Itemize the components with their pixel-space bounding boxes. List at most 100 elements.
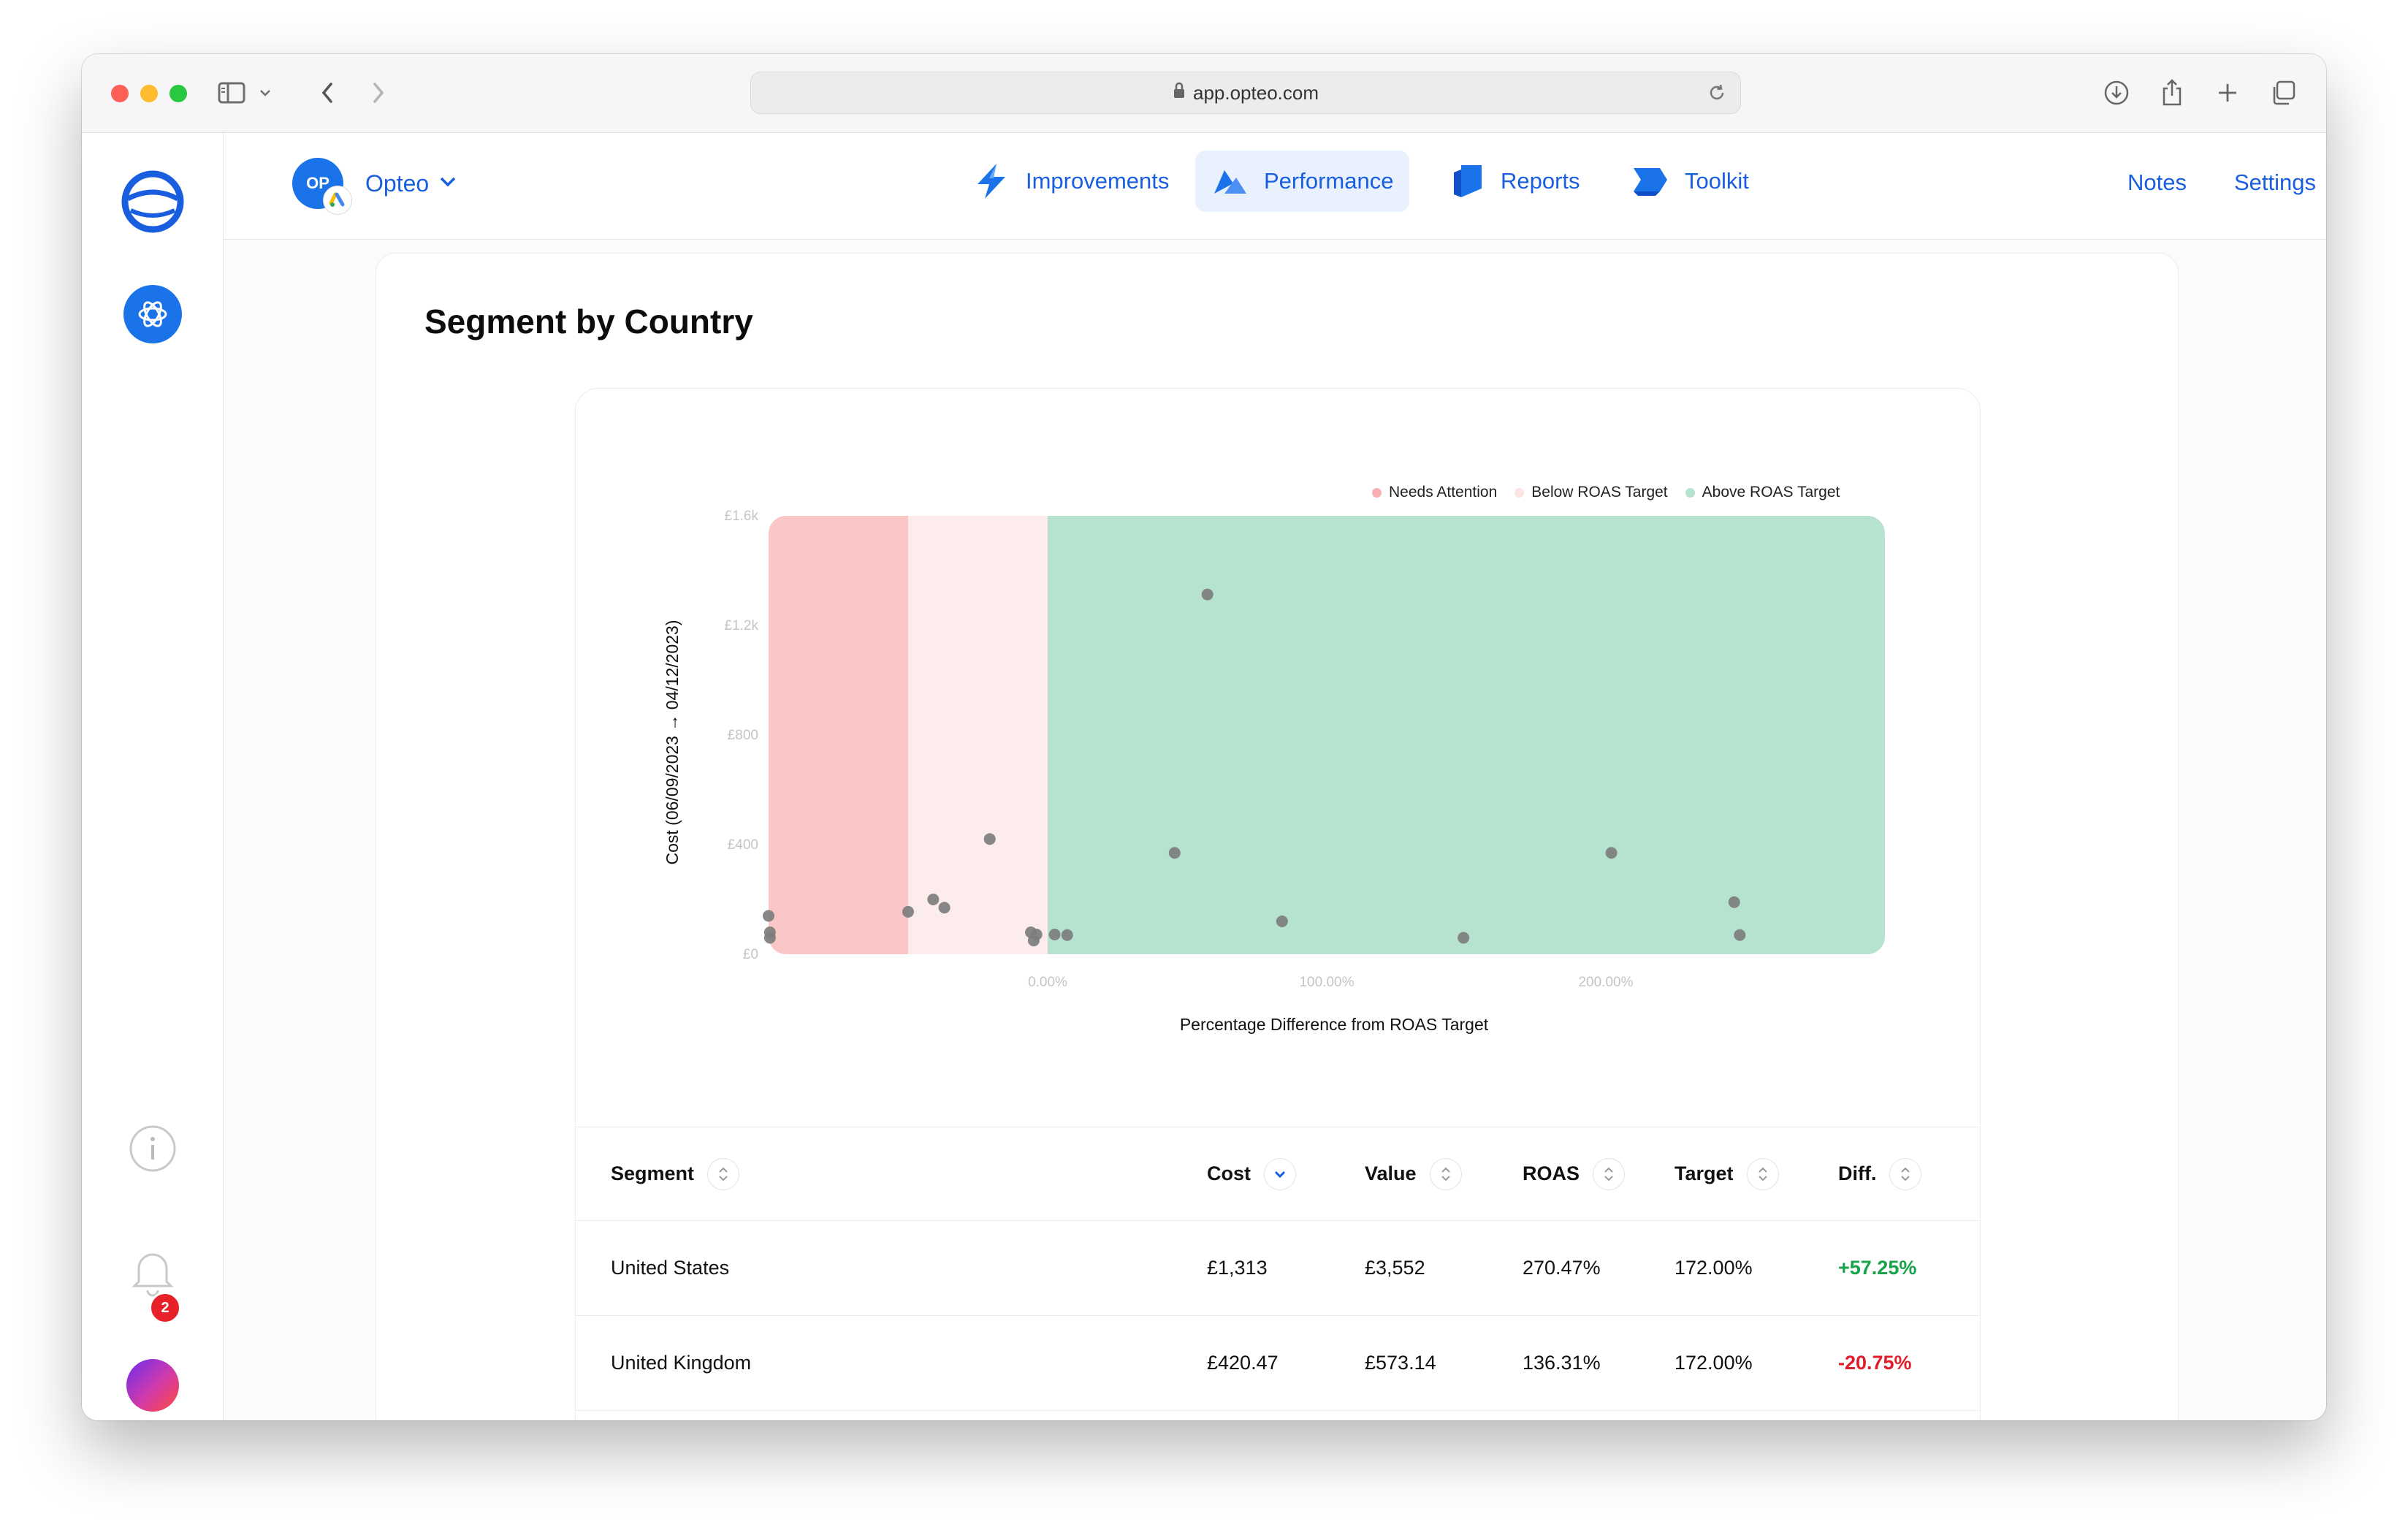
table-row[interactable]: United Kingdom £420.47 £573.14 136.31% 1… xyxy=(576,1315,1980,1410)
chevron-down-icon xyxy=(439,176,457,191)
zoom-window-button[interactable] xyxy=(169,85,187,102)
tab-overview-icon[interactable] xyxy=(2265,75,2301,111)
notes-link[interactable]: Notes xyxy=(2127,170,2187,195)
data-point xyxy=(1734,929,1746,941)
x-tick-label: 100.00% xyxy=(1299,975,1354,990)
y-axis-title: Cost (06/09/2023 → 04/12/2023) xyxy=(663,620,682,864)
zone-above-roas-target xyxy=(1048,516,1885,954)
lock-icon xyxy=(1173,82,1186,104)
sort-icon[interactable] xyxy=(1746,1157,1779,1190)
chart-panel: £0 £400 £800 £1.2k £1.6k 0.00% 100.00% 200.00% P… xyxy=(575,388,1981,1420)
data-point xyxy=(1276,916,1288,927)
tab-improvements[interactable]: Improvements xyxy=(956,151,1185,212)
cell-value: £573.14 xyxy=(1365,1352,1436,1374)
cell-target: 172.00% xyxy=(1674,1352,1753,1374)
back-arrow-icon[interactable] xyxy=(313,75,342,111)
y-tick-label: £0 xyxy=(743,947,758,962)
sort-icon[interactable] xyxy=(1889,1157,1922,1190)
ai-assistant-icon[interactable] xyxy=(121,282,185,346)
data-point xyxy=(1061,929,1073,941)
column-header-target[interactable]: Target xyxy=(1674,1127,1779,1220)
minimize-window-button[interactable] xyxy=(140,85,158,102)
sort-icon[interactable] xyxy=(1593,1157,1626,1190)
column-header-segment[interactable]: Segment xyxy=(611,1127,740,1220)
address-bar[interactable]: app.opteo.com xyxy=(750,72,1741,114)
performance-chart-icon xyxy=(1211,164,1249,198)
tab-toolkit[interactable]: Toolkit xyxy=(1615,151,1765,212)
cell-roas: 270.47% xyxy=(1523,1257,1601,1279)
bell-icon[interactable] xyxy=(121,1239,185,1303)
opteo-logo-icon[interactable] xyxy=(121,170,185,234)
tab-toolkit-label: Toolkit xyxy=(1685,168,1749,194)
column-header-cost[interactable]: Cost xyxy=(1207,1127,1296,1220)
tab-performance[interactable]: Performance xyxy=(1195,151,1410,212)
user-avatar[interactable] xyxy=(121,1353,185,1417)
lightning-icon xyxy=(972,162,1011,200)
browser-window: app.opteo.com xyxy=(82,54,2326,1420)
account-initials: OP xyxy=(306,174,329,192)
reload-icon[interactable] xyxy=(1707,83,1727,108)
data-point xyxy=(938,902,950,914)
data-point xyxy=(927,894,940,905)
scatter-chart: £0 £400 £800 £1.2k £1.6k 0.00% 100.00% 200.00% P… xyxy=(663,509,1885,1034)
cell-cost: £420.47 xyxy=(1207,1352,1279,1374)
chart-legend: Needs Attention Below ROAS Target Above … xyxy=(1372,484,1840,501)
column-header-value[interactable]: Value xyxy=(1365,1127,1462,1220)
notification-count-badge: 2 xyxy=(149,1292,181,1324)
y-tick-label: £1.2k xyxy=(725,618,759,633)
zone-below-roas-target xyxy=(908,516,1048,954)
column-header-roas[interactable]: ROAS xyxy=(1523,1127,1626,1220)
data-point xyxy=(1048,929,1061,940)
share-icon[interactable] xyxy=(2154,75,2190,111)
y-tick-label: £1.6k xyxy=(725,509,759,524)
column-label: Segment xyxy=(611,1162,695,1184)
data-point xyxy=(1168,847,1181,859)
segment-card: Segment by Country £0 £400 £800 £1.2k £1.6k 0… xyxy=(376,253,2179,1420)
y-tick-label: £400 xyxy=(728,837,758,853)
cell-value: £3,552 xyxy=(1365,1257,1425,1279)
account-switcher[interactable]: OP Opteo xyxy=(292,158,457,215)
plot-zones xyxy=(769,516,1885,954)
forward-arrow-icon[interactable] xyxy=(364,75,393,111)
main-content: Segment by Country £0 £400 £800 £1.2k £1.6k 0… xyxy=(224,240,2326,1420)
table-row[interactable]: United States £1,313 £3,552 270.47% 172.… xyxy=(576,1220,1980,1315)
legend-below-target-dot xyxy=(1514,487,1525,498)
x-axis-title: Percentage Difference from ROAS Target xyxy=(1180,1015,1489,1034)
tab-reports[interactable]: Reports xyxy=(1435,151,1596,212)
info-icon[interactable] xyxy=(121,1116,185,1181)
sort-icon[interactable] xyxy=(707,1157,740,1190)
legend-below-target: Below ROAS Target xyxy=(1531,484,1668,501)
segment-table: Segment Cost Value ROAS xyxy=(576,1127,1980,1420)
left-rail: 2 xyxy=(82,133,224,1420)
legend-needs-attention: Needs Attention xyxy=(1389,484,1498,501)
url-text: app.opteo.com xyxy=(1192,81,1319,104)
settings-link[interactable]: Settings xyxy=(2234,170,2317,195)
sort-descending-icon[interactable] xyxy=(1264,1157,1296,1190)
data-point xyxy=(763,932,776,944)
x-tick-label: 0.00% xyxy=(1028,975,1067,990)
sidebar-toggle-icon[interactable] xyxy=(213,75,250,111)
cell-roas: 136.31% xyxy=(1523,1352,1601,1374)
cell-cost: £1,313 xyxy=(1207,1257,1268,1279)
toolkit-icon xyxy=(1631,165,1670,197)
column-label: Cost xyxy=(1207,1162,1251,1184)
column-label: ROAS xyxy=(1523,1162,1580,1184)
new-tab-icon[interactable] xyxy=(2209,75,2246,111)
data-point xyxy=(1458,932,1470,944)
reports-icon xyxy=(1451,162,1486,200)
tab-reports-label: Reports xyxy=(1501,168,1580,194)
google-ads-icon xyxy=(323,186,352,215)
cell-diff: +57.25% xyxy=(1838,1257,1917,1279)
data-point xyxy=(1201,588,1213,601)
browser-toolbar: app.opteo.com xyxy=(82,54,2326,133)
sort-icon[interactable] xyxy=(1429,1157,1462,1190)
legend-above-target-dot xyxy=(1685,487,1695,498)
page-title: Segment by Country xyxy=(424,302,753,340)
download-icon[interactable] xyxy=(2098,75,2135,111)
data-point xyxy=(1027,935,1040,947)
legend-above-target: Above ROAS Target xyxy=(1702,484,1840,501)
column-header-diff[interactable]: Diff. xyxy=(1838,1127,1922,1220)
close-window-button[interactable] xyxy=(111,85,129,102)
data-point xyxy=(983,833,996,845)
chevron-down-icon[interactable] xyxy=(254,75,276,111)
